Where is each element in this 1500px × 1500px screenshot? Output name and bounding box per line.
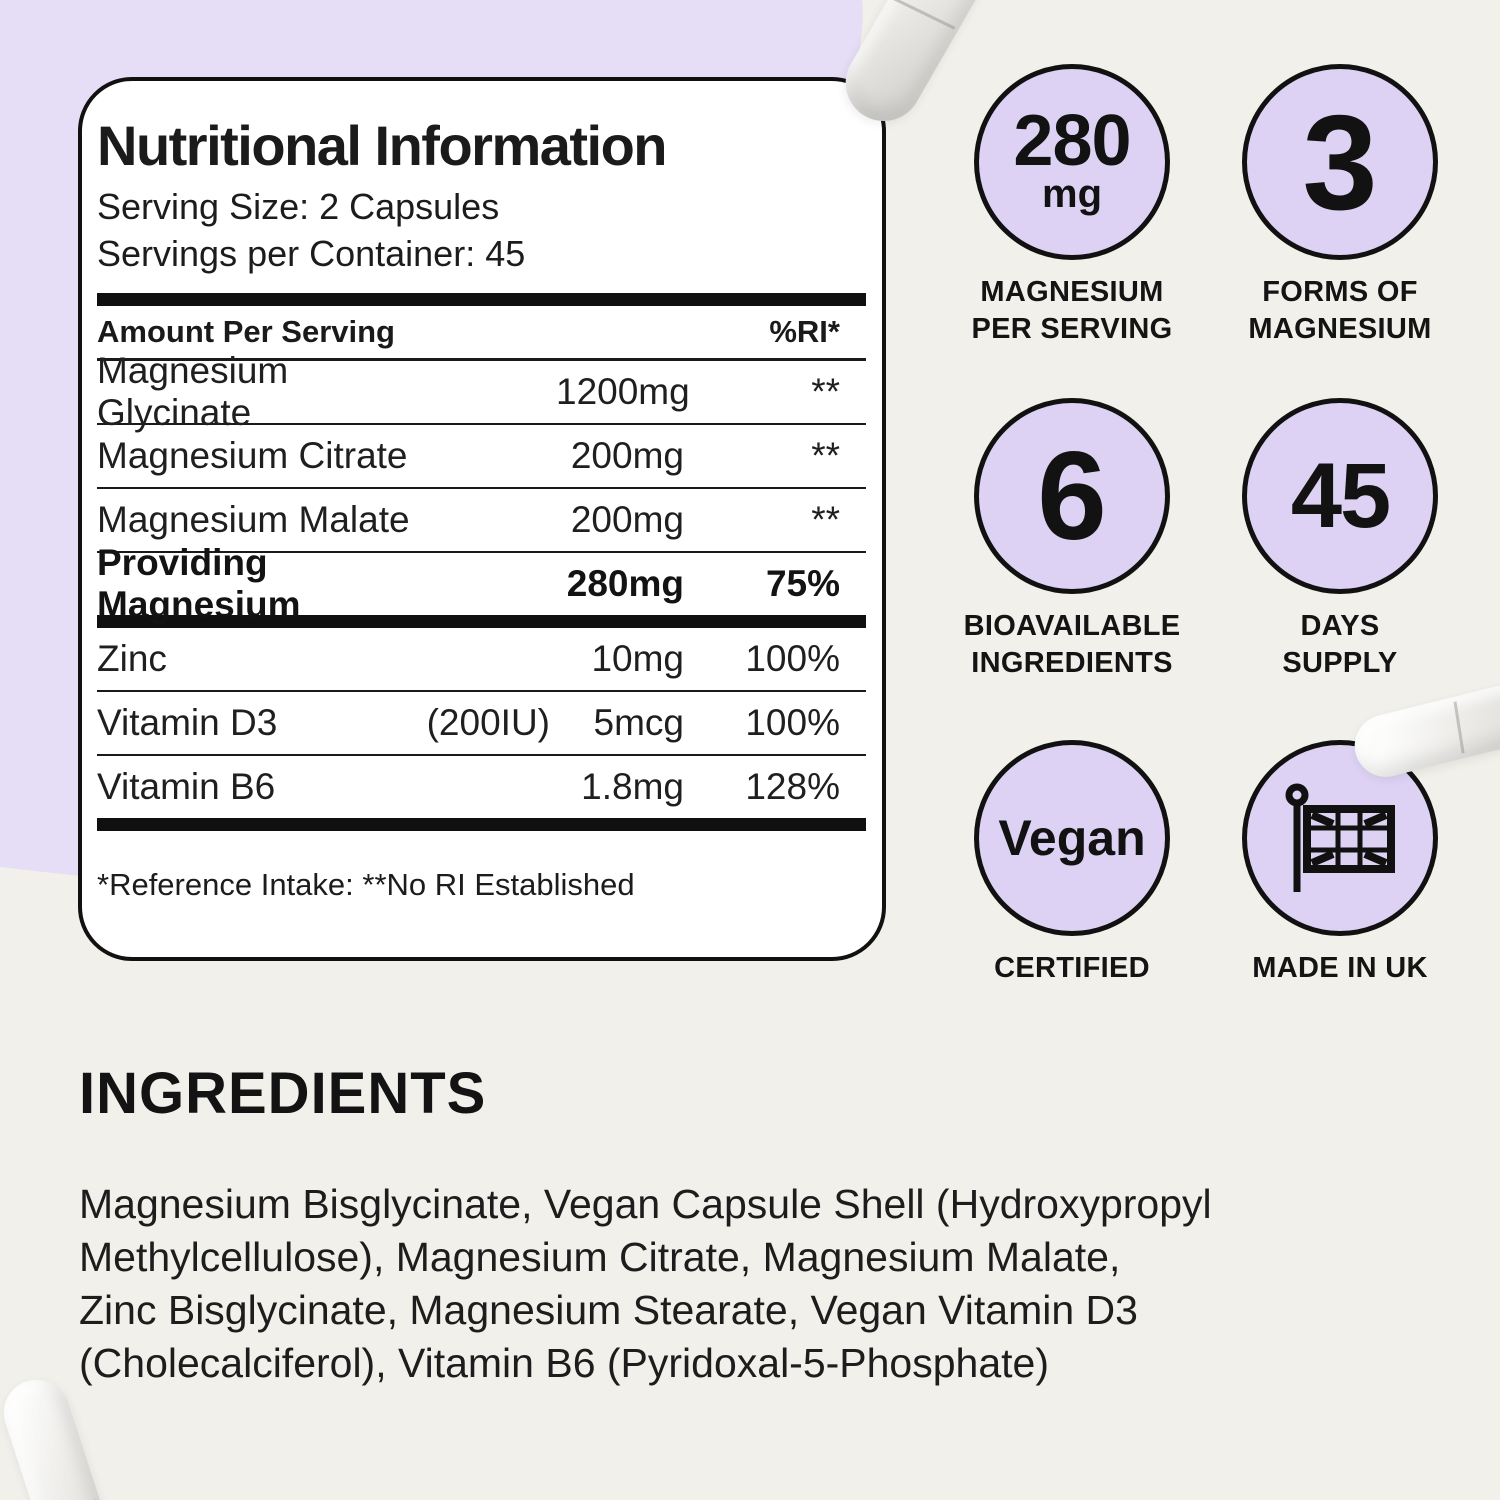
badge-bioavailable-ingredients: 6 BIOAVAILABLE INGREDIENTS [932, 398, 1212, 682]
serving-info: Serving Size: 2 Capsules Servings per Co… [97, 183, 866, 277]
table-rule [97, 358, 866, 361]
table-row: Vitamin D3 (200IU) 5mcg 100% [97, 692, 866, 756]
badge-vegan-certified: Vegan CERTIFIED [932, 740, 1212, 987]
ingredients-heading: INGREDIENTS [79, 1061, 487, 1126]
badge-circle: 45 [1242, 398, 1438, 594]
servings-per-container-line: Servings per Container: 45 [97, 233, 526, 274]
badge-label: MAGNESIUM PER SERVING [971, 276, 1173, 345]
badge-label: BIOAVAILABLE INGREDIENTS [963, 610, 1181, 679]
table-row: Vitamin B6 1.8mg 128% [97, 766, 840, 807]
badge-label: MADE IN UK [1252, 952, 1428, 984]
badge-forms-of-magnesium: 3 FORMS OF MAGNESIUM [1200, 64, 1480, 348]
table-row-providing-magnesium: Providing Magnesium 280mg 75% [97, 542, 840, 625]
table-bottom-bar [97, 818, 866, 831]
badge-magnesium-per-serving: 280 mg MAGNESIUM PER SERVING [932, 64, 1212, 348]
table-header-row: Amount Per Serving %RI* [97, 306, 866, 358]
badge-label: CERTIFIED [994, 952, 1150, 984]
badge-days-supply: 45 DAYS SUPPLY [1200, 398, 1480, 682]
uk-flag-icon [1285, 783, 1395, 892]
badge-circle: 6 [974, 398, 1170, 594]
panel-title: Nutritional Information [97, 114, 668, 177]
reference-intake-footnote: *Reference Intake: **No RI Established [97, 867, 635, 902]
serving-size-line: Serving Size: 2 Capsules [97, 186, 500, 227]
table-row: Magnesium Citrate 200mg ** [97, 425, 866, 489]
table-header-amount: Amount Per Serving [97, 314, 395, 349]
nutrition-panel: Nutritional Information Serving Size: 2 … [78, 77, 886, 961]
badge-circle: Vegan [974, 740, 1170, 936]
table-row: Zinc 10mg 100% [97, 628, 866, 692]
table-header-ri: %RI* [769, 314, 840, 349]
capsule-image-bottom-left [0, 1371, 151, 1500]
table-row: Magnesium Glycinate 1200mg ** [97, 350, 866, 433]
badge-label: DAYS SUPPLY [1282, 610, 1398, 679]
table-top-bar [97, 293, 866, 306]
badge-label: FORMS OF MAGNESIUM [1248, 276, 1432, 345]
badge-made-in-uk: MADE IN UK [1200, 740, 1480, 987]
table-row: Magnesium Malate 200mg ** [97, 489, 866, 553]
badge-circle: 3 [1242, 64, 1438, 260]
table-mid-bar [97, 615, 866, 628]
badge-circle: 280 mg [974, 64, 1170, 260]
ingredients-text: Magnesium Bisglycinate, Vegan Capsule Sh… [79, 1181, 1212, 1386]
